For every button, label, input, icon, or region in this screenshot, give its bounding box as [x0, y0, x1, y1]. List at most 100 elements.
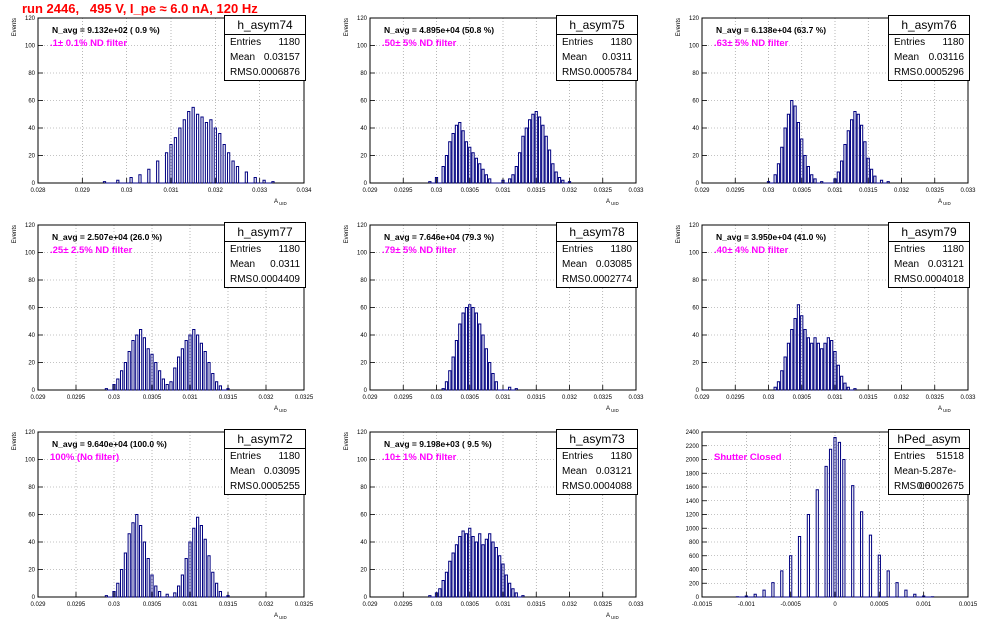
y-tick-label: 0: [32, 595, 36, 601]
plot-frame: [37, 224, 305, 391]
x-tick-label: 0.03: [108, 602, 120, 608]
filter-label: .50± 5% ND filter: [382, 38, 457, 49]
stats-row: Mean 0.03095: [225, 464, 305, 479]
x-tick-label: 0.033: [960, 188, 976, 194]
stats-row: RMS 0.0005255: [225, 479, 305, 494]
navg-label: N_avg = 4.895e+04 (50.8 %): [384, 25, 495, 35]
y-tick-label: 600: [689, 554, 700, 560]
y-tick-label: 100: [25, 251, 36, 257]
stats-row: RMS 0.0002675: [889, 479, 969, 494]
stats-title: h_asym73: [557, 430, 637, 449]
x-axis-label: AUID: [606, 406, 620, 413]
x-tick-label: 0.031: [495, 602, 511, 608]
stats-row: Mean 0.03085: [557, 257, 637, 272]
x-tick-label: 0.0325: [594, 602, 613, 608]
y-tick-label: 80: [360, 71, 367, 77]
stats-row: RMS 0.0006876: [225, 65, 305, 80]
x-tick-label: 0.032: [208, 188, 224, 194]
y-tick-label: 80: [360, 278, 367, 284]
y-tick-label: 20: [692, 361, 699, 367]
navg-label: N_avg = 6.138e+04 (63.7 %): [716, 25, 827, 35]
x-tick-label: 0.0315: [527, 602, 546, 608]
x-tick-label: 0.032: [894, 188, 910, 194]
stats-value: 0.0004018: [916, 274, 964, 285]
stats-key: Entries: [894, 451, 926, 462]
y-axis-label: Events: [12, 432, 18, 450]
x-tick-label: 0.0305: [461, 602, 480, 608]
histogram-panel-h_asym79: 0.029 0.0295 0.03 0.0305 0.031 0.0315 0.032 0.0…: [664, 207, 996, 414]
y-tick-label: 2200: [686, 444, 700, 450]
x-axis-label: AUID: [274, 613, 288, 620]
y-tick-label: 80: [28, 278, 35, 284]
stats-value: 0.0311: [270, 259, 300, 270]
y-tick-label: 120: [25, 223, 36, 229]
stats-box: h_asym73 Entries 1180 Mean 0.03121 RMS 0.00040…: [556, 429, 638, 495]
x-tick-label: 0.031: [182, 602, 198, 608]
x-tick-label: 0.032: [258, 395, 274, 401]
stats-key: RMS: [894, 67, 917, 78]
y-axis-label: Events: [344, 225, 350, 243]
x-tick-label: 0.029: [362, 395, 378, 401]
stats-key: RMS: [230, 481, 253, 492]
x-tick-label: 0.001: [916, 602, 932, 608]
y-tick-label: 40: [360, 540, 367, 546]
x-tick-label: 0.0315: [859, 188, 878, 194]
filter-label: 100% (No filter): [50, 452, 120, 463]
filter-label: .25± 2.5% ND filter: [50, 245, 133, 256]
y-tick-label: 0: [32, 181, 36, 187]
histogram-curve: [441, 304, 518, 391]
stats-key: RMS: [562, 67, 585, 78]
plot-frame: [701, 431, 969, 598]
stats-row: Mean 0.03157: [225, 50, 305, 65]
navg-label: N_avg = 9.132e+02 ( 0.9 %): [52, 25, 160, 35]
x-tick-label: -0.001: [738, 602, 756, 608]
x-tick-label: 0.0315: [527, 395, 546, 401]
x-tick-label: 0.0325: [594, 395, 613, 401]
y-tick-label: 20: [360, 568, 367, 574]
filter-label: .63± 5% ND filter: [714, 38, 789, 49]
stats-box: h_asym75 Entries 1180 Mean 0.0311 RMS 0.000578…: [556, 15, 638, 81]
y-axis-label: Events: [676, 225, 682, 243]
stats-key: Mean: [230, 466, 256, 477]
x-tick-label: 0.029: [30, 395, 46, 401]
histogram-plot: 0.029 0.0295 0.03 0.0305 0.031 0.0315 0.032 0.0…: [676, 223, 976, 413]
y-tick-label: 2400: [686, 430, 700, 436]
x-tick-label: 0.033: [960, 395, 976, 401]
y-tick-label: 20: [28, 568, 35, 574]
stats-row: Entries 1180: [557, 449, 637, 464]
stats-row: Mean 0.03121: [557, 464, 637, 479]
stats-row: Mean -5.287e-06: [889, 464, 969, 492]
x-tick-label: 0.032: [562, 395, 578, 401]
stats-value: 0.03121: [927, 259, 964, 270]
y-tick-label: 60: [28, 306, 35, 312]
stats-value: 1180: [610, 451, 632, 462]
y-tick-label: 100: [25, 458, 36, 464]
stats-value: 1180: [942, 244, 964, 255]
x-tick-label: 0.0315: [527, 188, 546, 194]
x-tick-label: -0.0015: [692, 602, 713, 608]
y-tick-label: 100: [357, 458, 368, 464]
y-tick-label: 0: [364, 181, 368, 187]
x-tick-label: 0.0325: [295, 602, 314, 608]
y-tick-label: 40: [28, 540, 35, 546]
stats-value: 0.03085: [595, 259, 632, 270]
y-tick-label: 60: [28, 99, 35, 105]
x-tick-label: 0.0305: [143, 395, 162, 401]
x-tick-label: 0.031: [163, 188, 179, 194]
y-tick-label: 1200: [686, 513, 700, 519]
y-tick-label: 100: [357, 251, 368, 257]
stats-key: RMS: [230, 67, 253, 78]
stats-box: h_asym79 Entries 1180 Mean 0.03121 RMS 0.00040…: [888, 222, 970, 288]
stats-value: 0.03157: [263, 52, 300, 63]
y-tick-label: 100: [689, 44, 700, 50]
stats-value: 1180: [278, 244, 300, 255]
stats-key: Mean: [230, 52, 256, 63]
x-tick-label: 0.0295: [394, 602, 413, 608]
stats-value: 1180: [942, 37, 964, 48]
stats-key: Mean: [894, 259, 920, 270]
plot-frame: [369, 17, 637, 184]
y-tick-label: 20: [28, 154, 35, 160]
stats-key: Mean: [894, 52, 920, 63]
stats-key: RMS: [230, 274, 253, 285]
y-axis-label: Events: [344, 432, 350, 450]
